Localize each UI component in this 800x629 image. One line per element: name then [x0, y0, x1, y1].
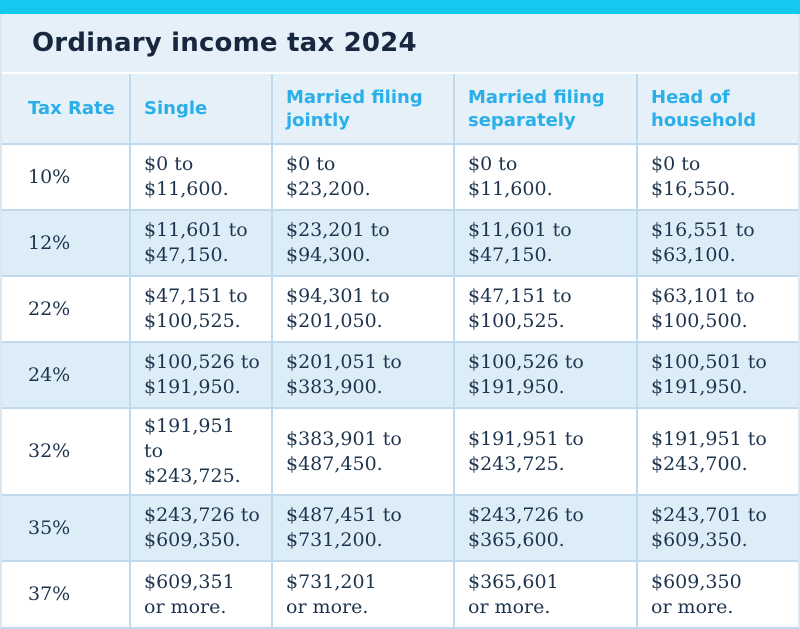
- bracket-cell: $94,301 to $201,050.: [271, 275, 455, 343]
- column-header-married-separately: Married filing separately: [453, 74, 638, 145]
- header-row: Tax Rate Single Married filing jointly Ma…: [2, 74, 798, 145]
- table-row: 10% $0 to $11,600. $0 to $23,200. $0 to $11…: [2, 143, 798, 211]
- bracket-cell: $23,201 to $94,300.: [271, 209, 455, 277]
- bracket-cell: $243,701 to $609,350.: [636, 494, 798, 562]
- bracket-cell: $16,551 to $63,100.: [636, 209, 798, 277]
- bracket-cell: $47,151 to $100,525.: [129, 275, 273, 343]
- table-row: 22% $47,151 to $100,525. $94,301 to $201,0…: [2, 275, 798, 343]
- bracket-cell: $191,951 to $243,700.: [636, 407, 798, 496]
- bracket-cell: $0 to $23,200.: [271, 143, 455, 211]
- bracket-cell: $11,601 to $47,150.: [453, 209, 638, 277]
- bracket-cell: $383,901 to $487,450.: [271, 407, 455, 496]
- rate-cell: 37%: [2, 560, 131, 627]
- table-row: 35% $243,726 to $609,350. $487,451 to $731…: [2, 494, 798, 562]
- bracket-cell: $100,501 to $191,950.: [636, 341, 798, 409]
- table-row: 12% $11,601 to $47,150. $23,201 to $94,300…: [2, 209, 798, 277]
- table-row: 37% $609,351 or more. $731,201 or more. $3…: [2, 560, 798, 627]
- title-bar: Ordinary income tax 2024: [2, 14, 798, 74]
- bracket-cell: $365,601 or more.: [453, 560, 638, 627]
- column-header-head-of-household: Head of household: [636, 74, 798, 145]
- rate-cell: 12%: [2, 209, 131, 277]
- bracket-cell: $100,526 to $191,950.: [129, 341, 273, 409]
- bracket-cell: $0 to $11,600.: [129, 143, 273, 211]
- rate-cell: 22%: [2, 275, 131, 343]
- bracket-cell: $11,601 to $47,150.: [129, 209, 273, 277]
- bracket-cell: $609,350 or more.: [636, 560, 798, 627]
- rate-cell: 35%: [2, 494, 131, 562]
- bracket-cell: $243,726 to $365,600.: [453, 494, 638, 562]
- column-header-tax-rate: Tax Rate: [2, 74, 131, 145]
- bracket-cell: $201,051 to $383,900.: [271, 341, 455, 409]
- bracket-cell: $0 to $11,600.: [453, 143, 638, 211]
- bracket-cell: $0 to $16,550.: [636, 143, 798, 211]
- bracket-cell: $243,726 to $609,350.: [129, 494, 273, 562]
- bracket-cell: $191,951 to $243,725.: [129, 407, 273, 496]
- top-accent-bar: [0, 0, 800, 14]
- rate-cell: 10%: [2, 143, 131, 211]
- bracket-cell: $47,151 to $100,525.: [453, 275, 638, 343]
- bracket-cell: $731,201 or more.: [271, 560, 455, 627]
- tax-brackets-table: Tax Rate Single Married filing jointly Ma…: [2, 74, 798, 627]
- rate-cell: 32%: [2, 407, 131, 496]
- rate-cell: 24%: [2, 341, 131, 409]
- bracket-cell: $63,101 to $100,500.: [636, 275, 798, 343]
- table-card: Ordinary income tax 2024 Tax Rate Single…: [0, 14, 800, 629]
- bracket-cell: $100,526 to $191,950.: [453, 341, 638, 409]
- bracket-cell: $487,451 to $731,200.: [271, 494, 455, 562]
- column-header-married-jointly: Married filing jointly: [271, 74, 455, 145]
- bracket-cell: $191,951 to $243,725.: [453, 407, 638, 496]
- table-row: 24% $100,526 to $191,950. $201,051 to $383…: [2, 341, 798, 409]
- bracket-cell: $609,351 or more.: [129, 560, 273, 627]
- table-row: 32% $191,951 to $243,725. $383,901 to $487…: [2, 407, 798, 496]
- column-header-single: Single: [129, 74, 273, 145]
- page-title: Ordinary income tax 2024: [32, 28, 417, 58]
